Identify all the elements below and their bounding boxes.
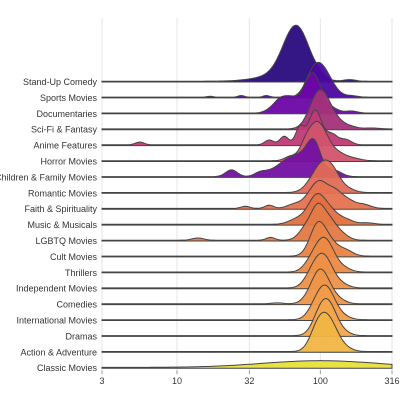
y-tick-label: Anime Features	[33, 141, 97, 151]
ridge-stand-up-comedy	[101, 24, 393, 83]
y-tick-label: Horror Movies	[40, 157, 97, 167]
y-tick-label: Stand-Up Comedy	[23, 77, 98, 87]
y-tick-label: Comedies	[56, 300, 97, 310]
y-tick-label: International Movies	[16, 316, 97, 326]
x-axis: 3 10 32 100 316	[99, 370, 400, 386]
y-tick-label: Faith & Spirituality	[24, 204, 97, 214]
y-tick-label: Dramas	[65, 331, 97, 341]
y-tick-label: Children & Family Movies	[0, 172, 97, 182]
ridge-action-adventure	[101, 311, 393, 353]
x-tick-label: 100	[313, 376, 328, 386]
x-tick-label: 316	[384, 376, 399, 386]
x-tick-label: 32	[244, 376, 254, 386]
y-tick-label: LGBTQ Movies	[35, 236, 97, 246]
y-tick-label: Classic Movies	[37, 363, 98, 373]
x-tick-label: 3	[99, 376, 104, 386]
y-tick-label: Thrillers	[65, 268, 98, 278]
x-tick-label: 10	[172, 376, 182, 386]
y-tick-label: Independent Movies	[16, 284, 98, 294]
y-tick-label: Music & Musicals	[27, 220, 97, 230]
ridge-faith-spirituality	[101, 179, 393, 210]
y-tick-label: Action & Adventure	[20, 347, 97, 357]
y-tick-label: Sports Movies	[40, 93, 98, 103]
label-layer: Stand-Up Comedy Sports Movies Documentarie…	[0, 77, 97, 373]
y-tick-label: Cult Movies	[50, 252, 98, 262]
ridge-classic-movies	[101, 360, 393, 369]
ridge-layer	[101, 24, 393, 369]
y-tick-label: Romantic Movies	[28, 188, 98, 198]
y-tick-label: Sci-Fi & Fantasy	[31, 125, 98, 135]
y-tick-label: Documentaries	[36, 109, 97, 119]
